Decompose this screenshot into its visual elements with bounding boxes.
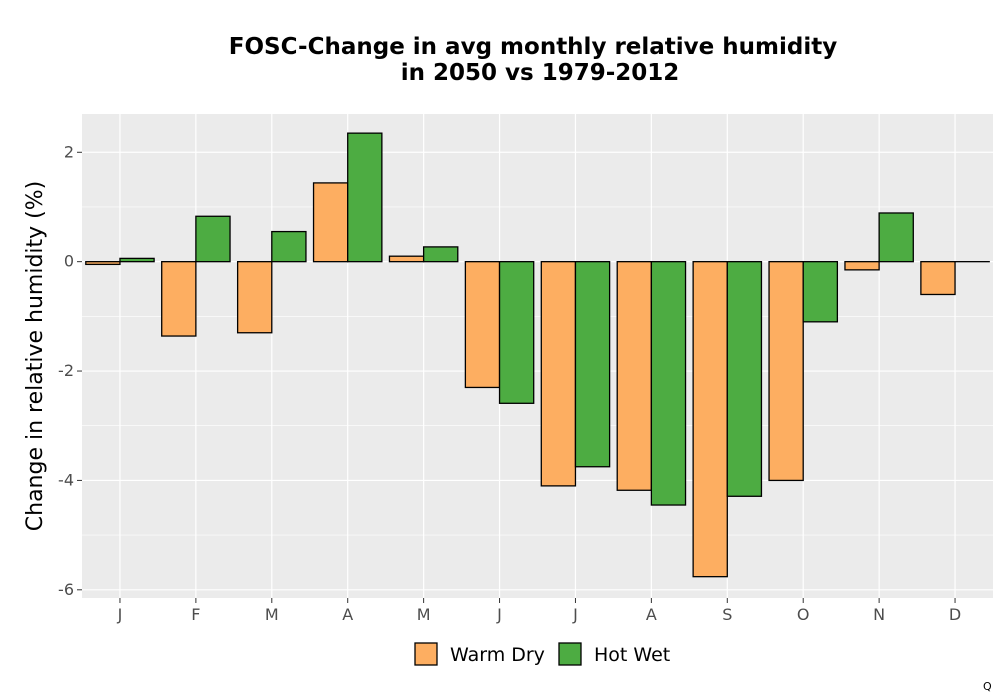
bar-warm-dry (768, 261, 804, 482)
bar-warm-dry (844, 261, 880, 271)
legend: Warm Dry Hot Wet (414, 642, 670, 666)
bar-hot-wet (726, 261, 763, 497)
x-tick-label: J (572, 605, 578, 624)
bar-hot-wet (347, 132, 383, 263)
bar-hot-wet (422, 246, 459, 263)
x-tick-label: M (417, 605, 431, 624)
x-tick-label: A (342, 605, 353, 624)
x-tick-label: N (873, 605, 885, 624)
y-tick-label: -6 (58, 580, 74, 599)
bar-warm-dry (312, 182, 349, 263)
x-tick-label: J (117, 605, 123, 624)
bar-hot-wet (271, 230, 307, 263)
legend-label: Hot Wet (594, 644, 670, 666)
minor-gridlines (82, 206, 993, 536)
bar-warm-dry (464, 261, 501, 389)
x-tick-label: M (265, 605, 279, 624)
bar-warm-dry (85, 261, 121, 266)
x-tick-label: F (191, 605, 200, 624)
y-axis-title: Change in relative humidity (%) (23, 181, 48, 531)
legend-key-warm-dry (414, 642, 438, 666)
x-tick-label: S (722, 605, 732, 624)
bar-hot-wet (802, 261, 839, 323)
bar-warm-dry (161, 261, 197, 337)
bar-warm-dry (692, 261, 728, 578)
bar-warm-dry (388, 255, 425, 263)
x-tick-label: A (646, 605, 657, 624)
x-tick-label: D (949, 605, 961, 624)
bar-hot-wet (195, 215, 231, 263)
bar-warm-dry (616, 261, 653, 491)
bar-warm-dry (920, 261, 956, 296)
chart-title-line1: FOSC-Change in avg monthly relative humi… (229, 34, 837, 60)
corner-mark: Q (983, 680, 992, 693)
x-tick-label: O (797, 605, 810, 624)
y-tick-label: -2 (58, 361, 74, 380)
bar-hot-wet (498, 261, 535, 404)
bar-hot-wet (119, 257, 155, 263)
bar-warm-dry (540, 261, 577, 487)
chart-title-line2: in 2050 vs 1979-2012 (401, 60, 680, 86)
bar-hot-wet (574, 261, 611, 468)
y-tick-label: 2 (64, 142, 74, 161)
bar-warm-dry (236, 261, 273, 334)
x-tick-label: J (496, 605, 502, 624)
y-tick-label: 0 (64, 252, 74, 271)
y-axis: -6 -4 -2 0 2 (58, 142, 82, 599)
legend-key-hot-wet (558, 642, 582, 666)
legend-label: Warm Dry (450, 644, 545, 666)
y-tick-label: -4 (58, 470, 74, 489)
bar-hot-wet (878, 212, 914, 263)
plot-panel (82, 114, 993, 598)
bars (85, 132, 990, 578)
bar-hot-wet (650, 261, 687, 506)
